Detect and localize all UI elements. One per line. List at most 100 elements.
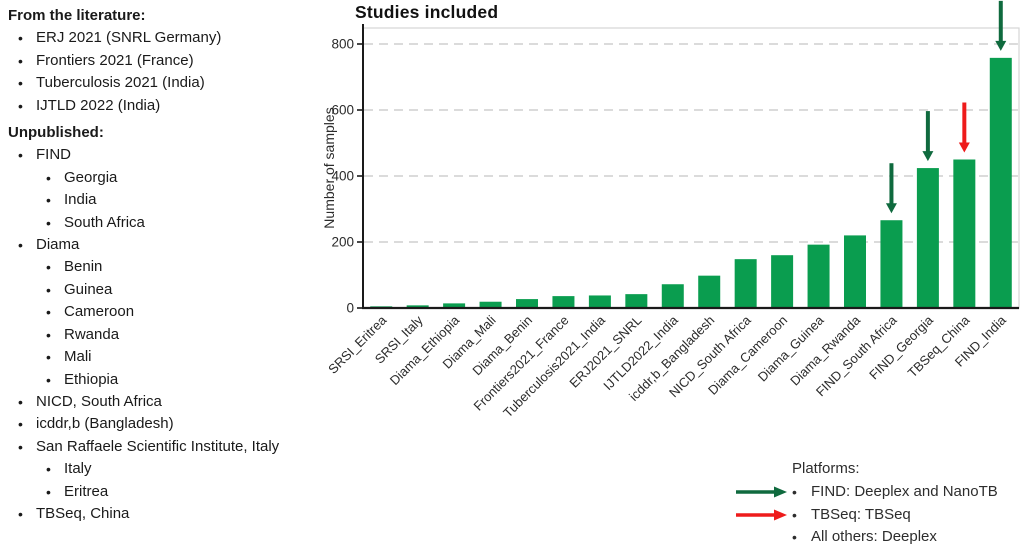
bullet-icon: • — [18, 237, 23, 254]
list-item: • Frontiers 2021 (France) — [18, 50, 340, 72]
y-tick-label: 800 — [331, 37, 354, 52]
list-item-label: Frontiers 2021 (France) — [36, 51, 194, 69]
list-item-label: San Raffaele Scientific Institute, Italy — [36, 437, 280, 455]
bar-Frontiers2021_France — [552, 296, 575, 308]
bullet-icon: • — [18, 416, 23, 433]
bullet-icon: • — [46, 281, 51, 298]
list-item-label: TBSeq, China — [36, 504, 130, 522]
list-item-label: Benin — [64, 258, 103, 276]
list-item-label: Diama — [36, 236, 80, 254]
legend-label: TBSeq: TBSeq — [811, 505, 911, 523]
x-tick-label: SRSI_Eritrea — [325, 312, 390, 377]
bar-Diama_Rwanda — [844, 235, 866, 308]
bar-SRSI_Italy — [406, 305, 429, 308]
list-item: • San Raffaele Scientific Institute, Ital… — [18, 436, 340, 458]
list-item: • Mali — [46, 346, 340, 368]
bullet-icon: • — [18, 97, 23, 114]
bullet-icon: • — [18, 393, 23, 410]
list-item: • ERJ 2021 (SNRL Germany) — [18, 27, 340, 49]
list-item: • FIND — [18, 144, 340, 166]
list-item-label: ERJ 2021 (SNRL Germany) — [36, 29, 222, 47]
bar-ERJ2021_SNRL — [625, 294, 648, 308]
list-item-label: FIND — [36, 146, 71, 164]
chart-title: Studies included — [355, 2, 499, 22]
list-item: • icddr,b (Bangladesh) — [18, 413, 340, 435]
list-item-label: India — [64, 191, 97, 209]
bar-Diama_Guinea — [807, 244, 830, 308]
bullet-icon: • — [46, 214, 51, 231]
bullet-icon: • — [46, 169, 51, 186]
legend-label: FIND: Deeplex and NanoTB — [811, 483, 998, 501]
list-item: • Eritrea — [46, 481, 340, 503]
arrow-down-icon — [958, 142, 970, 153]
bullet-icon: • — [18, 438, 23, 455]
list-item: • India — [46, 189, 340, 211]
list-item-label: South Africa — [64, 213, 145, 231]
legend-rows: • FIND: Deeplex and NanoTB • TBSeq: TBSeq • A… — [735, 481, 998, 549]
arrow-right-svg — [736, 509, 787, 521]
list-item: • Tuberculosis 2021 (India) — [18, 72, 340, 94]
list-item-label: Mali — [64, 348, 92, 366]
y-tick-label: 400 — [331, 169, 354, 184]
bullet-icon: • — [46, 326, 51, 343]
list-item: • Diama — [18, 234, 340, 256]
list-item-label: Ethiopia — [64, 370, 119, 388]
bar-chart-svg: 0200400600800SRSI_EritreaSRSI_ItalyDiama… — [321, 0, 1020, 420]
bullet-icon: • — [792, 506, 797, 523]
list-item: • Georgia — [46, 167, 340, 189]
legend-item: • TBSeq: TBSeq — [735, 504, 998, 527]
bullet-icon: • — [792, 529, 797, 546]
list-item-label: Rwanda — [64, 325, 120, 343]
list-item-label: Unpublished: — [8, 124, 104, 142]
arrow-head — [774, 486, 787, 498]
bullet-icon: • — [18, 75, 23, 92]
bar-FIND_Georgia — [916, 168, 939, 308]
bullet-icon: • — [46, 259, 51, 276]
list-item-label: icddr,b (Bangladesh) — [36, 415, 174, 433]
bar-Diama_Ethiopia — [443, 303, 466, 308]
list-item: • South Africa — [46, 212, 340, 234]
list-item: • IJTLD 2022 (India) — [18, 95, 340, 117]
bullet-icon: • — [18, 52, 23, 69]
bar-NICD_South Africa — [734, 259, 757, 308]
list-item-label: Tuberculosis 2021 (India) — [36, 74, 205, 92]
y-tick-label: 200 — [331, 235, 354, 250]
arrow-down-icon — [995, 40, 1007, 51]
list-item-label: IJTLD 2022 (India) — [36, 96, 161, 114]
bullet-icon: • — [46, 483, 51, 500]
legend-label: All others: Deeplex — [811, 528, 937, 546]
bullet-icon: • — [46, 304, 51, 321]
y-tick-label: 600 — [331, 103, 354, 118]
bullet-icon: • — [46, 192, 51, 209]
bar-Tuberculosis2021_India — [588, 295, 611, 308]
list-item-label: From the literature: — [8, 7, 146, 24]
list-item: • Guinea — [46, 279, 340, 301]
list-item-label: Eritrea — [64, 482, 109, 500]
bar-icddr,b_Bangladesh — [698, 275, 721, 308]
list-item: • Rwanda — [46, 324, 340, 346]
legend-item: • All others: Deeplex — [735, 526, 998, 549]
y-axis-title: Number of samples — [321, 107, 337, 228]
list-item: • NICD, South Africa — [18, 391, 340, 413]
list-item: • Cameroon — [46, 301, 340, 323]
bar-Diama_Benin — [516, 299, 538, 308]
list-item-label: NICD, South Africa — [36, 392, 162, 410]
bar-IJTLD2022_India — [661, 284, 684, 308]
list-item-label: Italy — [64, 460, 92, 478]
platforms-legend: Platforms: • FIND: Deeplex and NanoTB • TBS… — [735, 458, 998, 549]
list-item: • TBSeq, China — [18, 503, 340, 525]
bullet-icon: • — [18, 30, 23, 47]
arrow-head — [774, 509, 787, 521]
bar-FIND_South Africa — [880, 220, 903, 308]
list-header: From the literature: — [8, 5, 340, 27]
bullet-icon: • — [46, 461, 51, 478]
list-item-label: Cameroon — [64, 303, 135, 321]
bullet-icon: • — [46, 371, 51, 388]
bullet-icon: • — [46, 349, 51, 366]
list-item: • Italy — [46, 458, 340, 480]
arrow-right-svg — [736, 486, 787, 498]
list-item-label: Guinea — [64, 280, 113, 298]
studies-list-panel: From the literature: • ERJ 2021 (SNRL Germ… — [8, 5, 340, 525]
list-header: Unpublished: — [8, 122, 340, 144]
legend-title: Platforms: — [792, 460, 860, 477]
